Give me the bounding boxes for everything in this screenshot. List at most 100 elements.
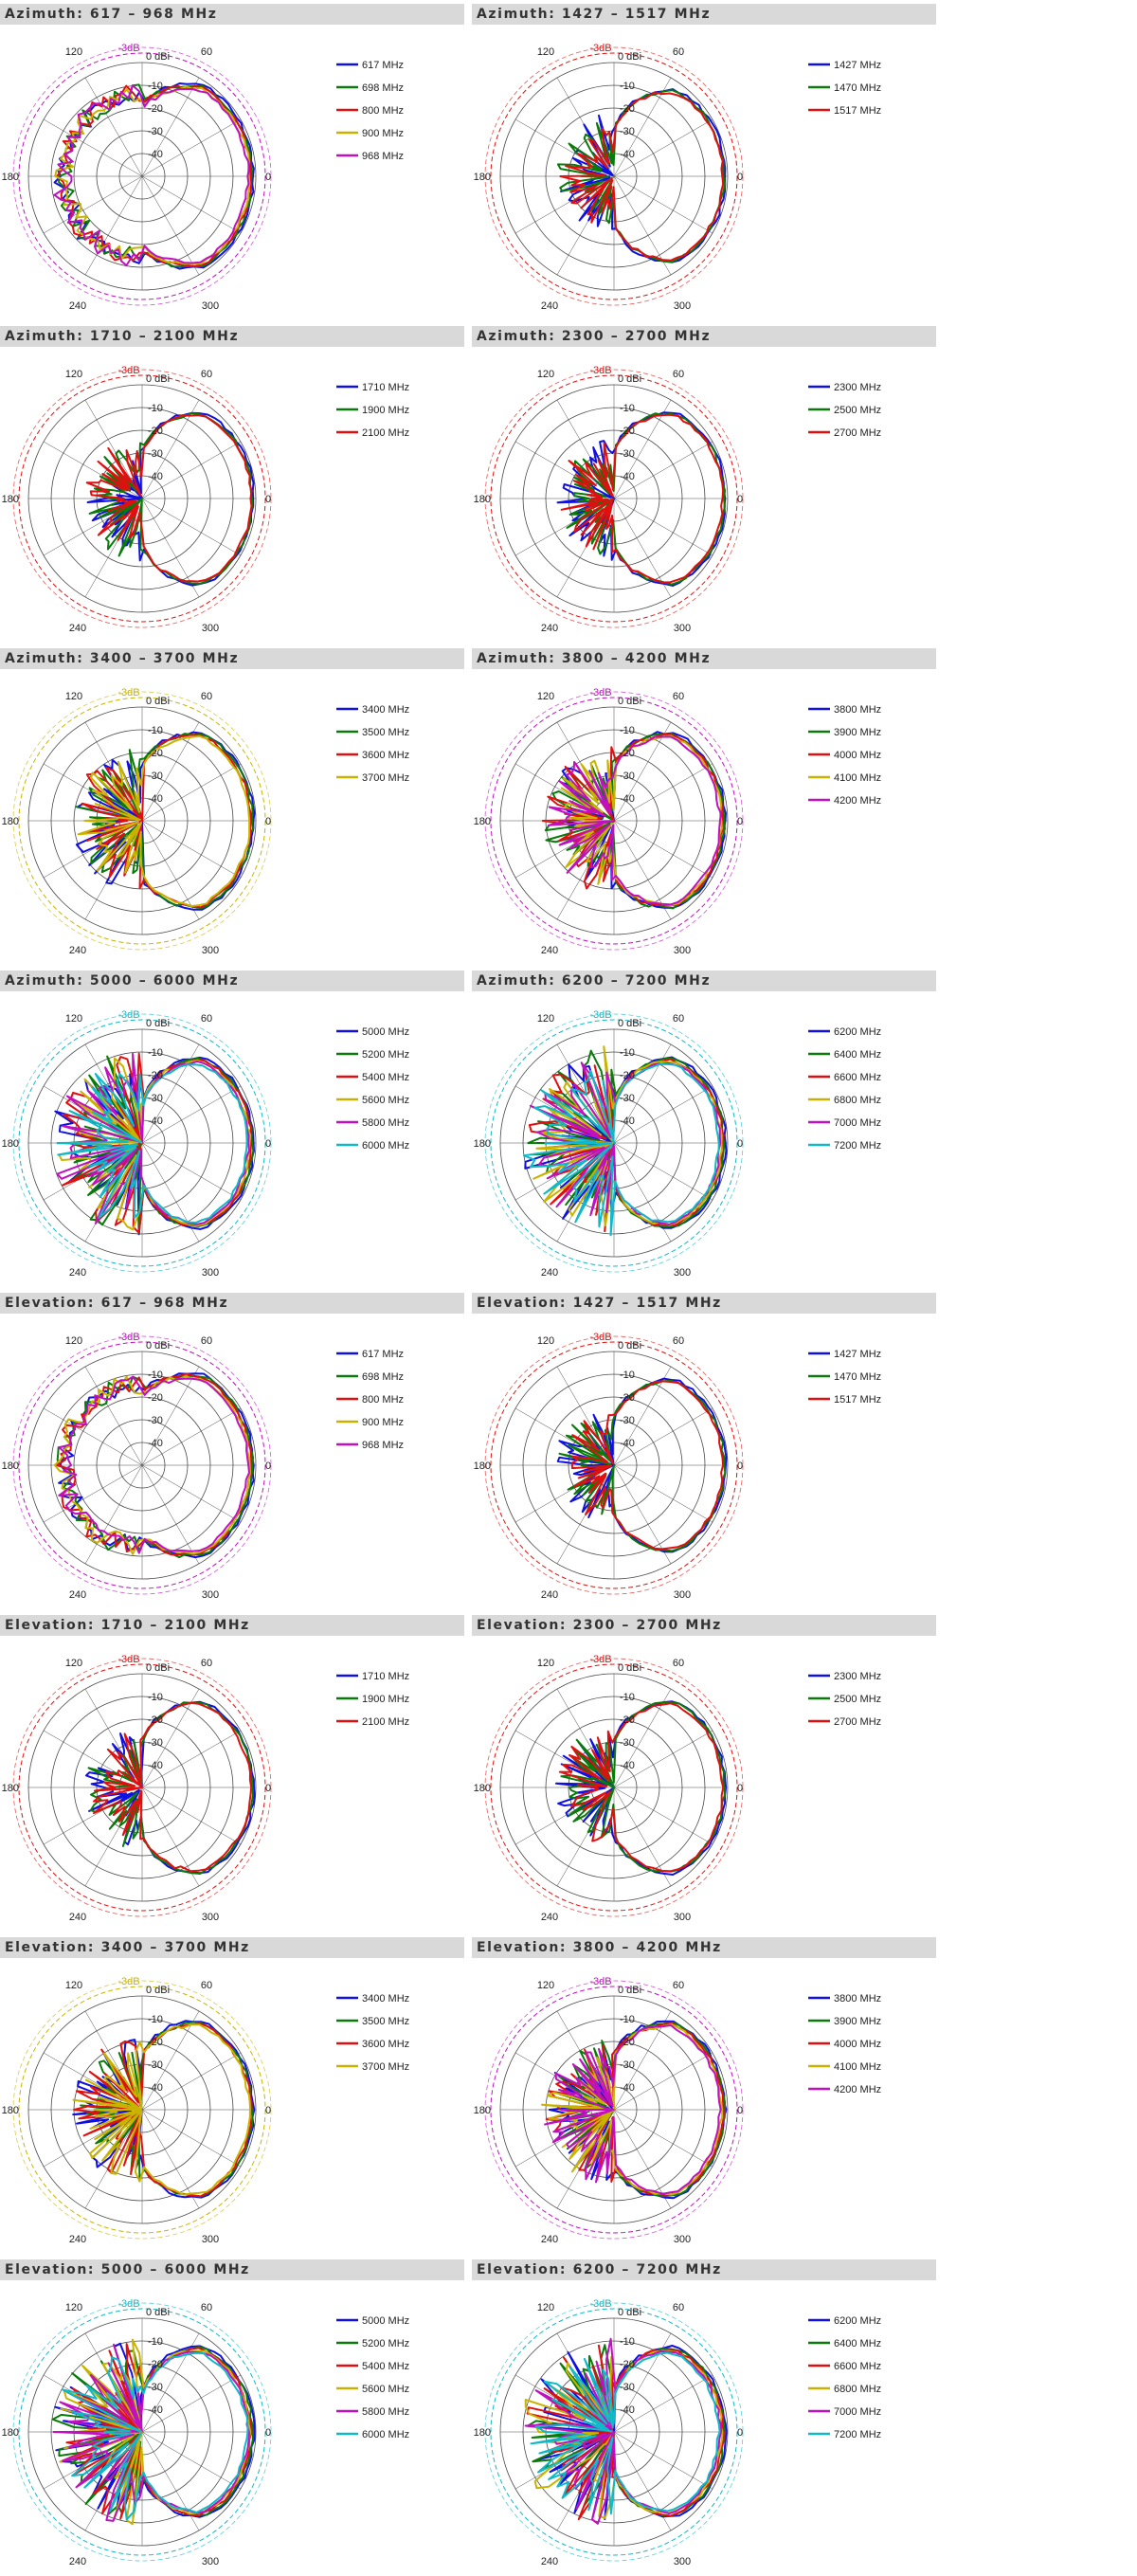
grid-spoke bbox=[141, 820, 242, 879]
legend-label: 1517 MHz bbox=[834, 105, 881, 117]
db-tick-label: -40 bbox=[148, 1116, 163, 1127]
polar-chart: 0 dBi -10 -20 -30 -40 -3dB 0 60 120 180 240 300 3400… bbox=[2, 1976, 410, 2245]
ref-ring bbox=[484, 691, 744, 951]
panel-title: Elevation: 5000 – 6000 MHz bbox=[0, 2259, 464, 2280]
series-trace bbox=[570, 1380, 725, 1551]
legend-label: 5800 MHz bbox=[362, 2406, 409, 2418]
db-tick-label: -30 bbox=[620, 1415, 635, 1426]
legend-label: 5400 MHz bbox=[362, 1072, 409, 1083]
angle-label: 120 bbox=[65, 46, 82, 58]
db-tick-label: 0 dBi bbox=[618, 51, 641, 63]
db-tick-label: -20 bbox=[148, 1714, 163, 1726]
ref-label: -3dB bbox=[117, 1332, 139, 1343]
grid-spoke bbox=[141, 2109, 200, 2209]
angle-label: 120 bbox=[537, 1980, 554, 1991]
polar-chart: 0 dBi -10 -20 -30 -40 -3dB 0 60 120 180 240 300 1710… bbox=[2, 365, 410, 634]
legend-label: 968 MHz bbox=[362, 1440, 404, 1451]
legend-label: 4100 MHz bbox=[834, 772, 881, 784]
pattern-panel: Azimuth: 6200 – 7200 MHz 0 dBi -10 -20 -30 -4… bbox=[472, 971, 936, 1279]
angle-label: 240 bbox=[69, 945, 86, 956]
db-tick-label: -20 bbox=[148, 426, 163, 437]
angle-label: 180 bbox=[474, 1783, 491, 1794]
grid-spoke bbox=[613, 2109, 713, 2168]
grid-spoke bbox=[613, 1464, 713, 1523]
db-tick-label: -30 bbox=[148, 2059, 163, 2071]
db-tick-label: -20 bbox=[620, 103, 635, 115]
grid-spoke bbox=[613, 498, 672, 598]
db-tick-label: -20 bbox=[148, 748, 163, 759]
panel-title: Azimuth: 1427 – 1517 MHz bbox=[472, 4, 936, 25]
angle-label: 0 bbox=[737, 494, 743, 505]
db-tick-label: -40 bbox=[620, 471, 635, 482]
grid-spoke bbox=[613, 498, 713, 556]
legend-label: 5000 MHz bbox=[362, 2315, 409, 2327]
db-tick-label: 0 dBi bbox=[618, 1985, 641, 1996]
polar-chart: 0 dBi -10 -20 -30 -40 -3dB 0 60 120 180 240 300 3400… bbox=[2, 687, 410, 956]
db-tick-label: 0 dBi bbox=[146, 1018, 170, 1029]
grid-spoke bbox=[43, 1407, 143, 1466]
angle-label: 180 bbox=[474, 172, 491, 183]
grid-spoke bbox=[43, 1464, 143, 1523]
pattern-panel: Elevation: 2300 – 2700 MHz 0 dBi -10 -20 -30… bbox=[472, 1615, 936, 1923]
angle-label: 0 bbox=[737, 172, 743, 183]
grid-spoke bbox=[613, 1730, 713, 1788]
angle-label: 120 bbox=[537, 2302, 554, 2313]
ref-ring bbox=[484, 1013, 744, 1273]
angle-label: 180 bbox=[2, 1138, 19, 1150]
ref-ring bbox=[490, 374, 738, 623]
db-tick-label: -40 bbox=[148, 1438, 163, 1449]
legend-label: 4200 MHz bbox=[834, 795, 881, 807]
angle-label: 180 bbox=[474, 1460, 491, 1472]
legend-label: 6600 MHz bbox=[834, 2361, 881, 2372]
legend-label: 1900 MHz bbox=[362, 1694, 409, 1705]
angle-label: 120 bbox=[65, 369, 82, 380]
grid-spoke bbox=[84, 1464, 143, 1565]
ref-ring bbox=[18, 1019, 266, 1267]
grid-spoke bbox=[141, 1730, 242, 1788]
grid-spoke bbox=[84, 77, 143, 177]
db-tick-label: -20 bbox=[148, 1392, 163, 1404]
db-tick-label: -30 bbox=[620, 2382, 635, 2393]
panel-title: Elevation: 3400 – 3700 MHz bbox=[0, 1937, 464, 1958]
db-tick-label: -10 bbox=[620, 725, 635, 736]
legend-label: 6200 MHz bbox=[834, 1026, 881, 1038]
angle-label: 60 bbox=[201, 1013, 212, 1025]
ref-ring bbox=[484, 369, 744, 628]
ref-label: -3dB bbox=[589, 2298, 611, 2310]
db-tick-label: -20 bbox=[620, 1714, 635, 1726]
legend-label: 3700 MHz bbox=[362, 772, 409, 784]
angle-label: 60 bbox=[201, 1335, 212, 1347]
ref-ring bbox=[484, 1658, 744, 1917]
grid-spoke bbox=[613, 2109, 672, 2209]
angle-label: 120 bbox=[65, 1335, 82, 1347]
angle-label: 300 bbox=[202, 1267, 219, 1279]
ref-label: -3dB bbox=[589, 687, 611, 698]
series-trace bbox=[558, 1702, 725, 1873]
db-tick-label: -20 bbox=[148, 2037, 163, 2048]
legend-label: 617 MHz bbox=[362, 1349, 404, 1360]
legend-label: 2100 MHz bbox=[362, 1716, 409, 1728]
db-tick-label: -10 bbox=[620, 1692, 635, 1703]
polar-chart: 0 dBi -10 -20 -30 -40 -3dB 0 60 120 180 240 300 617 … bbox=[2, 1332, 404, 1601]
ref-ring bbox=[12, 691, 272, 951]
panel-title: Azimuth: 2300 – 2700 MHz bbox=[472, 326, 936, 347]
angle-label: 240 bbox=[541, 2556, 558, 2567]
legend-label: 3400 MHz bbox=[362, 704, 409, 716]
grid-spoke bbox=[141, 441, 242, 499]
angle-label: 240 bbox=[69, 1267, 86, 1279]
grid-spoke bbox=[141, 2052, 242, 2111]
angle-label: 0 bbox=[737, 1783, 743, 1794]
angle-label: 240 bbox=[541, 1267, 558, 1279]
angle-label: 300 bbox=[202, 623, 219, 634]
angle-label: 60 bbox=[201, 2302, 212, 2313]
angle-label: 60 bbox=[201, 1658, 212, 1669]
legend-label: 3700 MHz bbox=[362, 2061, 409, 2073]
angle-label: 300 bbox=[674, 623, 691, 634]
angle-label: 120 bbox=[65, 691, 82, 702]
angle-label: 0 bbox=[737, 2427, 743, 2439]
ref-label: -3dB bbox=[117, 2298, 139, 2310]
db-tick-label: -40 bbox=[148, 1760, 163, 1771]
db-tick-label: 0 dBi bbox=[618, 373, 641, 385]
panel-title: Elevation: 1427 – 1517 MHz bbox=[472, 1293, 936, 1314]
ref-label: -3dB bbox=[117, 1654, 139, 1665]
